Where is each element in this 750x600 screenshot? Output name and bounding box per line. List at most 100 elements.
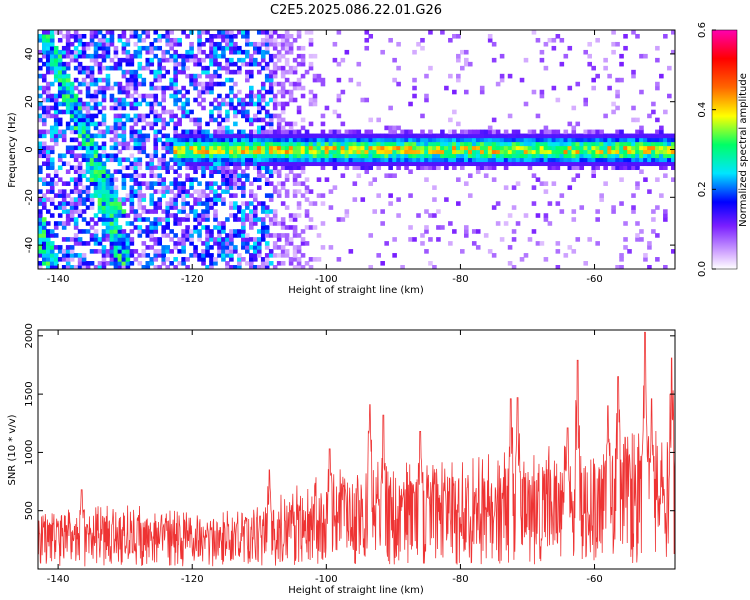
- heatmap-cell: [245, 41, 250, 47]
- heatmap-cell: [57, 30, 63, 35]
- heatmap-cell: [177, 133, 182, 139]
- heatmap-cell: [619, 157, 624, 163]
- heatmap-cell: [73, 137, 79, 143]
- heatmap-cell: [109, 41, 115, 47]
- heatmap-cell: [77, 257, 83, 262]
- heatmap-cell: [169, 189, 174, 194]
- heatmap-cell: [129, 73, 135, 79]
- heatmap-cell: [229, 77, 234, 83]
- heatmap-cell: [133, 30, 139, 35]
- heatmap-cell: [233, 69, 238, 75]
- heatmap-cell: [113, 153, 119, 159]
- heatmap-cell: [38, 65, 43, 71]
- heatmap-cell: [631, 73, 636, 79]
- heatmap-cell: [61, 49, 67, 55]
- heatmap-cell: [268, 41, 274, 47]
- heatmap-cell: [651, 141, 656, 147]
- heatmap-cell: [659, 157, 664, 163]
- heatmap-cell: [173, 121, 178, 127]
- heatmap-cell: [145, 233, 151, 238]
- heatmap-cell: [201, 165, 206, 171]
- heatmap-cell: [65, 30, 71, 35]
- heatmap-cell: [105, 129, 111, 135]
- heatmap-cell: [372, 145, 378, 151]
- heatmap-cell: [217, 233, 222, 238]
- heatmap-cell: [209, 257, 214, 262]
- heatmap-cell: [627, 153, 632, 159]
- heatmap-cell: [101, 45, 107, 51]
- heatmap-cell: [432, 133, 437, 139]
- heatmap-cell: [69, 81, 75, 87]
- heatmap-cell: [189, 205, 194, 210]
- heatmap-cell: [543, 157, 549, 163]
- heatmap-cell: [256, 137, 262, 143]
- heatmap-cell: [268, 141, 274, 147]
- heatmap-cell: [117, 229, 123, 234]
- heatmap-cell: [631, 30, 636, 35]
- heatmap-cell: [404, 165, 409, 171]
- heatmap-cell: [268, 30, 274, 35]
- heatmap-cell: [117, 157, 123, 163]
- heatmap-cell: [543, 213, 549, 218]
- heatmap-cell: [97, 145, 103, 151]
- heatmap-cell: [177, 137, 182, 143]
- heatmap-cell: [125, 253, 131, 258]
- heatmap-cell: [125, 53, 131, 59]
- heatmap-cell: [65, 109, 71, 115]
- heatmap-cell: [85, 121, 91, 127]
- heatmap-cell: [65, 161, 71, 167]
- heatmap-cell: [189, 41, 194, 47]
- heatmap-cell: [157, 37, 163, 43]
- heatmap-cell: [49, 241, 55, 246]
- heatmap-cell: [69, 153, 75, 159]
- heatmap-cell: [81, 141, 87, 147]
- heatmap-cell: [535, 153, 541, 159]
- heatmap-cell: [591, 137, 596, 143]
- heatmap-cell: [392, 137, 397, 143]
- heatmap-cell: [113, 117, 119, 123]
- heatmap-cell: [272, 157, 278, 163]
- heatmap-cell: [440, 137, 445, 143]
- snr-x-tick-label: -100: [315, 574, 338, 585]
- heatmap-cell: [173, 61, 178, 67]
- heatmap-cell: [213, 241, 218, 246]
- heatmap-cell: [252, 101, 258, 107]
- heatmap-cell: [547, 149, 553, 155]
- heatmap-cell: [324, 133, 330, 139]
- heatmap-cell: [237, 149, 242, 155]
- heatmap-cell: [396, 81, 401, 87]
- heatmap-cell: [420, 141, 425, 147]
- heatmap-cell: [177, 69, 182, 75]
- heatmap-cell: [515, 129, 521, 135]
- heatmap-cell: [587, 61, 592, 67]
- heatmap-cell: [157, 77, 163, 83]
- heatmap-cell: [416, 157, 421, 163]
- heatmap-cell: [217, 253, 222, 258]
- heatmap-cell: [225, 45, 230, 51]
- heatmap-cell: [595, 129, 600, 135]
- heatmap-cell: [487, 129, 493, 135]
- heatmap-cell: [109, 33, 115, 39]
- heatmap-cell: [117, 265, 123, 269]
- heatmap-cell: [209, 157, 214, 163]
- heatmap-cell: [177, 241, 182, 246]
- heatmap-cell: [312, 153, 318, 159]
- heatmap-cell: [651, 145, 656, 151]
- heatmap-cell: [380, 261, 385, 266]
- heatmap-cell: [161, 65, 166, 71]
- heatmap-cell: [420, 233, 425, 238]
- heatmap-cell: [615, 129, 620, 135]
- heatmap-cell: [173, 77, 178, 83]
- heatmap-cell: [81, 173, 87, 178]
- heatmap-cell: [635, 137, 640, 143]
- heatmap-cell: [396, 65, 401, 71]
- heatmap-cell: [61, 93, 67, 99]
- heatmap-cell: [65, 257, 71, 262]
- heatmap-cell: [45, 41, 51, 47]
- heatmap-cell: [252, 213, 258, 218]
- heatmap-cell: [384, 157, 389, 163]
- heatmap-cell: [276, 233, 282, 238]
- heatmap-cell: [105, 173, 111, 178]
- heatmap-cell: [157, 65, 163, 71]
- heatmap-cell: [623, 165, 628, 171]
